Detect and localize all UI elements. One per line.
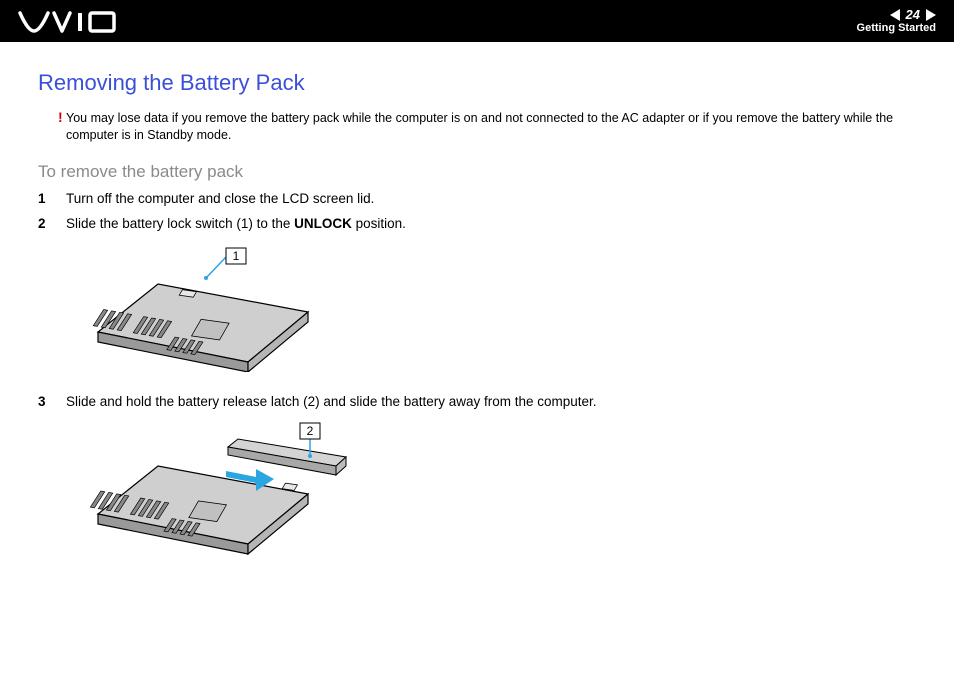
step-text-b: position. bbox=[352, 216, 406, 231]
warning-text: You may lose data if you remove the batt… bbox=[66, 111, 893, 142]
step-bold: UNLOCK bbox=[294, 216, 352, 231]
content: Removing the Battery Pack ! You may lose… bbox=[0, 42, 954, 564]
vaio-logo bbox=[18, 9, 128, 33]
step-text-a: Slide the battery lock switch (1) to the bbox=[66, 216, 294, 231]
warning-icon: ! bbox=[58, 108, 63, 127]
callout-1: 1 bbox=[233, 249, 240, 263]
page-number: 24 bbox=[906, 8, 920, 21]
step-3: Slide and hold the battery release latch… bbox=[38, 393, 916, 412]
step-1: Turn off the computer and close the LCD … bbox=[38, 190, 916, 209]
figure-1: 1 bbox=[78, 242, 916, 377]
page-title: Removing the Battery Pack bbox=[38, 70, 916, 96]
callout-2: 2 bbox=[307, 424, 314, 438]
header-right: 24 Getting Started bbox=[857, 8, 936, 34]
step-text: Turn off the computer and close the LCD … bbox=[66, 191, 374, 206]
nav-next-icon[interactable] bbox=[926, 9, 936, 21]
steps-list: Turn off the computer and close the LCD … bbox=[38, 190, 916, 234]
step-text: Slide and hold the battery release latch… bbox=[66, 394, 597, 409]
subheading: To remove the battery pack bbox=[38, 162, 916, 182]
page-nav: 24 bbox=[890, 8, 936, 21]
step-2: Slide the battery lock switch (1) to the… bbox=[38, 215, 916, 234]
header-bar: 24 Getting Started bbox=[0, 0, 954, 42]
steps-list-2: Slide and hold the battery release latch… bbox=[38, 393, 916, 412]
warning-block: ! You may lose data if you remove the ba… bbox=[66, 110, 916, 144]
figure-2: 2 bbox=[78, 419, 916, 564]
section-label: Getting Started bbox=[857, 22, 936, 34]
nav-prev-icon[interactable] bbox=[890, 9, 900, 21]
